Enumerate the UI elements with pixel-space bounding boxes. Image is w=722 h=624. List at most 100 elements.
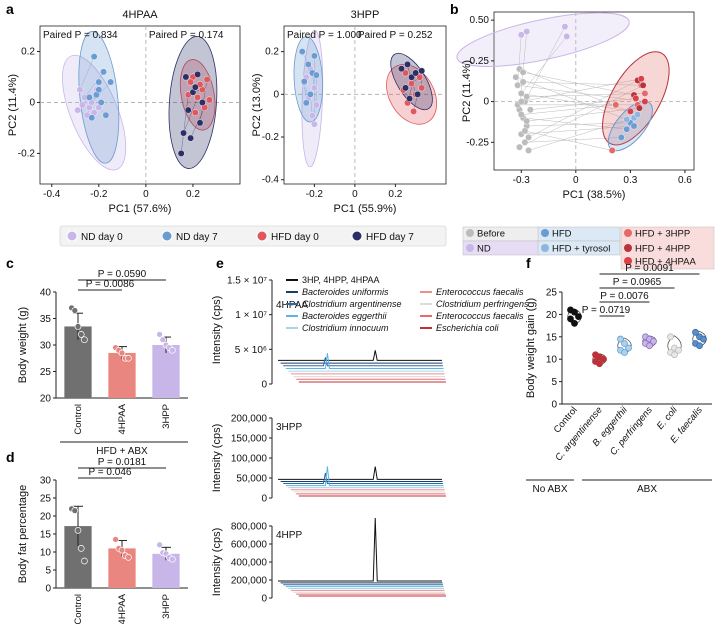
panel-letter-b: b	[450, 1, 459, 17]
legend-panel-b: Before ND HFD HFD + tyrosol HFD + 3HPP HFD + …	[462, 226, 715, 270]
paired-p-right: Paired P = 0.174	[149, 30, 224, 41]
data-point-nd	[563, 33, 571, 40]
y-tick-label: 0.2	[265, 47, 279, 58]
legend-label: Escherichia coli	[436, 323, 500, 333]
y-tick-label: 10	[546, 355, 558, 366]
data-point-hfd-day-0	[408, 80, 415, 88]
legend-label: HFD + 4HPP	[635, 244, 690, 255]
data-point	[621, 340, 628, 347]
data-point-nd-day-7	[95, 86, 103, 94]
chromatogram-trace-black	[278, 350, 442, 361]
data-point	[667, 333, 674, 341]
pair-line	[523, 81, 642, 86]
data-point	[646, 342, 653, 350]
x-tick-label: -0.2	[90, 189, 108, 200]
pair-line	[521, 125, 635, 135]
y-tick-label: 1.5 × 10⁷	[227, 276, 267, 287]
data-point-hfd-3hpp	[641, 90, 649, 97]
data-point-nd	[523, 28, 531, 35]
data-point-hfd-day-7	[180, 129, 187, 137]
y-tick-label: 150,000	[231, 434, 268, 445]
legend-label: ND day 0	[81, 232, 123, 243]
pair-line	[91, 81, 111, 103]
data-point-nd-day-0	[310, 120, 318, 128]
pca-plot-3hpp: -0.2 0 0.2 0.2 0 -0.2 -0.4 PC1 (55.9%) PC2 (13.0…	[251, 9, 447, 215]
legend-label: Clostridium innocuum	[302, 323, 389, 333]
plot-frame	[39, 25, 241, 185]
chromatogram-trace-eggerthii	[285, 466, 444, 487]
y-tick-label: 5 × 10⁶	[235, 345, 267, 356]
data-point-hfd-day-0	[418, 84, 426, 92]
y-axis-label: PC2 (11.4%)	[461, 60, 473, 122]
data-point-hfd-day-7	[196, 119, 204, 127]
data-point-hfd	[617, 134, 625, 141]
data-point-before	[519, 78, 527, 86]
data-point-hfd-day-7	[194, 71, 202, 78]
p-value: P = 0.0719	[582, 305, 631, 316]
legend-box	[59, 225, 447, 247]
confidence-ellipse-nd	[456, 12, 630, 67]
data-point-hfd-tyrosol	[623, 116, 631, 123]
p-value: P = 0.0181	[98, 457, 147, 468]
p-value: P = 0.0965	[613, 277, 662, 288]
y-tick-label: 0	[261, 594, 267, 605]
data-point-hfd-day-7	[177, 150, 185, 157]
y-tick-label: -0.25	[466, 137, 489, 148]
data-point	[118, 546, 126, 554]
y-tick-label: 0.2	[21, 46, 35, 57]
y-tick-label: 25	[546, 288, 558, 299]
x-tick-label: -0.4	[43, 189, 61, 200]
data-point-nd-day-7	[306, 90, 314, 98]
legend-label: Clostridium perfringens	[436, 299, 529, 309]
legend-label: 3HP, 4HPP, 4HPAA	[302, 275, 380, 285]
p-value: P = 0.0086	[86, 279, 135, 290]
y-tick-label: 0	[483, 97, 489, 108]
data-point-hfd-day-7	[402, 84, 409, 92]
data-point	[625, 344, 632, 352]
data-point	[71, 507, 79, 514]
y-tick-label: 0	[45, 584, 51, 595]
data-point-nd-day-0	[74, 106, 82, 114]
plot-frame	[493, 11, 695, 171]
data-point-hfd-day-7	[184, 106, 192, 114]
p-value: P = 0.046	[89, 467, 132, 478]
data-point-nd-day-7	[100, 68, 107, 76]
data-point	[596, 360, 603, 368]
data-point-hfd-day-0	[410, 108, 417, 115]
y-tick-label: 25	[40, 494, 52, 505]
data-point-before	[517, 111, 525, 119]
y-axis-label: Intensity (cps)	[211, 296, 223, 364]
y-tick-label: 15	[546, 332, 558, 343]
plot-title: 3HPP	[351, 9, 380, 21]
y-axis-label: Body weight gain (g)	[525, 298, 537, 398]
y-tick-label: 1 × 10⁷	[235, 310, 267, 321]
data-point-nd-day-7	[298, 48, 306, 56]
x-tick-label: 0.2	[186, 189, 200, 200]
paired-p-right: Paired P = 0.252	[358, 30, 433, 41]
x-tick-label: Control	[73, 404, 84, 435]
paired-p-left: Paired P = 1.000	[287, 30, 362, 41]
data-point-hfd-4hpaa	[626, 107, 634, 115]
legend-box	[537, 226, 621, 242]
data-point-nd-day-0	[78, 101, 86, 109]
data-point	[77, 331, 85, 338]
legend-label: Bacteroides uniformis	[302, 287, 389, 297]
data-point-before	[521, 127, 529, 135]
y-tick-label: 20	[546, 310, 558, 321]
chromatogram-trace-black	[278, 466, 442, 480]
data-point	[74, 527, 82, 534]
pair-line	[79, 56, 95, 90]
y-tick-label: 15	[40, 530, 52, 541]
chromatogram-trace-eggerthii	[285, 353, 444, 369]
y-tick-label: 35	[40, 314, 52, 325]
legend-panel-a: ND day 0 ND day 7 HFD day 0 HFD day 7	[59, 225, 447, 247]
panel-letter-e: e	[216, 255, 224, 271]
y-tick-label: 0	[551, 400, 557, 411]
panel-letter-c: c	[6, 255, 14, 271]
y-tick-label: -0.2	[262, 132, 280, 143]
y-tick-label: 20	[40, 394, 52, 405]
data-point-nd-day-7	[88, 114, 96, 122]
data-point-before	[512, 73, 520, 81]
data-point-hfd-day-7	[406, 95, 413, 102]
